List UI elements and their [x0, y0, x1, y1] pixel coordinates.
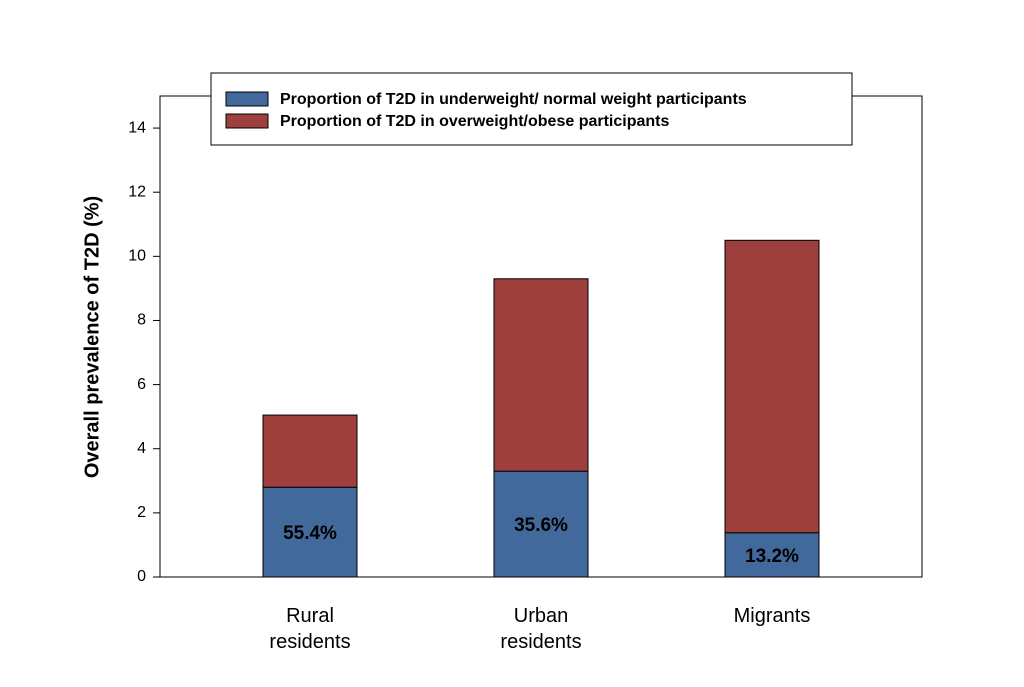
bar-segment [262, 486, 358, 578]
y-tick-label: 8 [137, 312, 146, 329]
x-tick-label: Migrants [733, 605, 811, 627]
bar-segment [262, 414, 358, 488]
bar-annotation: 35.6% [514, 515, 568, 536]
y-tick-label: 0 [137, 568, 146, 585]
x-tick-label: Rural residents [269, 605, 351, 653]
y-tick-label: 2 [137, 504, 146, 521]
bar-segment [724, 239, 820, 534]
y-tick-label: 6 [137, 376, 146, 393]
y-tick-label: 4 [137, 440, 146, 457]
legend: Proportion of T2D in underweight/ normal… [210, 72, 853, 146]
y-tick-label: 10 [128, 248, 146, 265]
y-tick-label: 14 [128, 119, 146, 136]
y-axis-label: Overall prevalence of T2D (%) [81, 196, 103, 478]
y-tick-label: 12 [128, 183, 146, 200]
legend-swatch [225, 113, 269, 129]
bar-segment [493, 278, 589, 472]
bar-annotation: 55.4% [283, 523, 337, 544]
legend-swatch [225, 91, 269, 107]
bar-annotation: 13.2% [745, 546, 799, 567]
legend-box [210, 72, 853, 146]
x-tick-label: Urban residents [500, 605, 582, 653]
legend-label: Proportion of T2D in underweight/ normal… [280, 91, 747, 108]
legend-label: Proportion of T2D in overweight/obese pa… [280, 113, 669, 130]
